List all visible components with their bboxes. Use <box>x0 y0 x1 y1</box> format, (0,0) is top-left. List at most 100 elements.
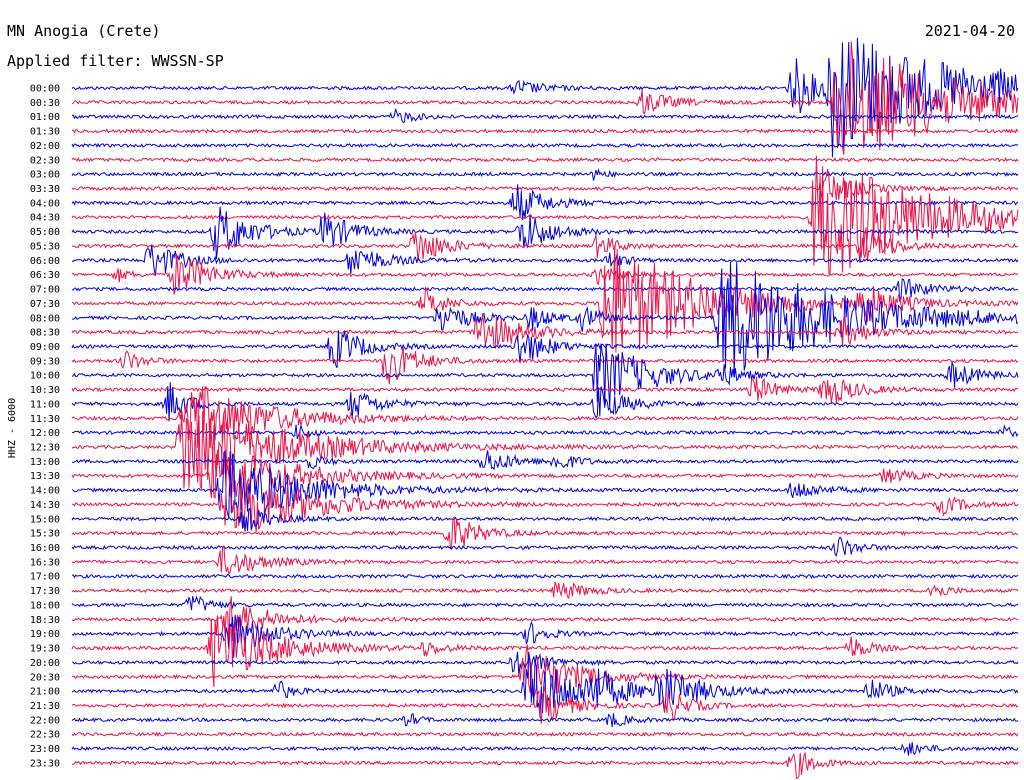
trace-row-0100 <box>71 108 1019 123</box>
row-time-label: 07:00 <box>30 285 60 296</box>
filter-subtitle: Applied filter: WWSSN-SP <box>7 52 224 70</box>
row-time-label: 10:00 <box>30 371 60 382</box>
row-time-label: 22:30 <box>30 730 60 741</box>
row-time-label: 22:00 <box>30 715 60 726</box>
trace-row-1730 <box>71 581 1019 599</box>
row-time-label: 09:00 <box>30 342 60 353</box>
trace-row-1830 <box>71 596 1019 643</box>
trace-row-1030 <box>71 376 1019 404</box>
trace-row-1500 <box>71 507 1019 532</box>
trace-row-1200 <box>71 424 1019 440</box>
trace-row-1130 <box>71 386 1019 449</box>
trace-row-1800 <box>71 595 1019 611</box>
trace-row-2330 <box>71 752 1019 780</box>
row-time-label: 08:30 <box>30 328 60 339</box>
row-time-label: 09:30 <box>30 356 60 367</box>
trace-row-0500 <box>71 206 1019 260</box>
row-time-label: 02:00 <box>30 141 60 152</box>
trace-row-1330 <box>71 440 1019 500</box>
row-time-label: 00:30 <box>30 98 60 109</box>
row-time-label: 03:00 <box>30 170 60 181</box>
trace-row-1100 <box>71 382 1019 422</box>
trace-row-1230 <box>71 411 1019 490</box>
row-time-label: 19:00 <box>30 629 60 640</box>
trace-row-0630 <box>71 253 1019 295</box>
row-time-label: 11:00 <box>30 399 60 410</box>
row-time-label: 07:30 <box>30 299 60 310</box>
trace-row-0000 <box>71 37 1019 158</box>
trace-row-0200 <box>71 142 1019 149</box>
row-time-label: 16:30 <box>30 557 60 568</box>
row-time-label: 01:30 <box>30 127 60 138</box>
trace-row-2130 <box>71 685 1019 724</box>
trace-row-1600 <box>71 536 1019 557</box>
row-time-label: 17:30 <box>30 586 60 597</box>
trace-lines <box>71 37 1019 780</box>
row-time-label: 20:00 <box>30 658 60 669</box>
trace-row-0930 <box>71 346 1019 385</box>
trace-row-0030 <box>71 41 1019 155</box>
row-time-label: 13:00 <box>30 457 60 468</box>
row-time-label: 16:00 <box>30 543 60 554</box>
trace-row-0530 <box>71 227 1019 262</box>
row-time-label: 21:00 <box>30 687 60 698</box>
row-time-label: 18:30 <box>30 615 60 626</box>
station-title: MN Anogia (Crete) <box>7 22 161 40</box>
row-time-label: 00:00 <box>30 84 60 95</box>
trace-row-0400 <box>71 184 1019 221</box>
trace-row-1630 <box>71 545 1019 575</box>
row-time-label: 04:00 <box>30 198 60 209</box>
row-time-label: 13:30 <box>30 471 60 482</box>
row-time-label: 05:00 <box>30 227 60 238</box>
trace-row-0700 <box>71 278 1019 303</box>
date-label: 2021-04-20 <box>925 22 1015 40</box>
trace-row-0230 <box>71 156 1019 163</box>
trace-row-0730 <box>71 245 1019 353</box>
trace-row-1430 <box>71 464 1019 533</box>
row-time-label: 15:00 <box>30 514 60 525</box>
trace-row-1530 <box>71 516 1019 550</box>
row-time-label: 23:30 <box>30 758 60 769</box>
row-time-label: 01:00 <box>30 112 60 123</box>
trace-row-1900 <box>71 614 1019 658</box>
row-time-label: 15:30 <box>30 529 60 540</box>
row-time-label: 12:30 <box>30 443 60 454</box>
trace-row-2230 <box>71 731 1019 738</box>
row-time-label: 04:30 <box>30 213 60 224</box>
row-time-label: 21:30 <box>30 701 60 712</box>
channel-axis-label: HHZ - 6000 <box>7 398 18 458</box>
trace-row-1400 <box>71 450 1019 518</box>
trace-row-2100 <box>71 654 1019 718</box>
trace-row-0900 <box>71 330 1019 369</box>
row-time-label: 10:30 <box>30 385 60 396</box>
trace-row-0330 <box>71 169 1019 201</box>
trace-row-1930 <box>71 615 1019 687</box>
trace-row-2000 <box>71 651 1019 677</box>
trace-row-1000 <box>71 343 1019 408</box>
row-time-label: 08:00 <box>30 313 60 324</box>
trace-row-1300 <box>71 450 1019 471</box>
trace-row-0130 <box>71 128 1019 134</box>
row-time-label: 23:00 <box>30 744 60 755</box>
row-time-label: 17:00 <box>30 572 60 583</box>
trace-row-0830 <box>71 315 1019 350</box>
trace-row-2300 <box>71 741 1019 756</box>
row-time-label: 20:30 <box>30 672 60 683</box>
row-time-label: 06:30 <box>30 270 60 281</box>
row-time-label: 14:30 <box>30 500 60 511</box>
row-time-label: 05:30 <box>30 241 60 252</box>
row-time-label: 11:30 <box>30 414 60 425</box>
row-time-label: 06:00 <box>30 256 60 267</box>
row-time-label: 12:00 <box>30 428 60 439</box>
row-time-label: 18:00 <box>30 600 60 611</box>
trace-row-1700 <box>71 573 1019 580</box>
row-time-label: 14:00 <box>30 486 60 497</box>
trace-row-0300 <box>71 168 1019 181</box>
time-tick-labels: 00:00 00:30 01:00 01:30 02:00 02:30 03:00 03:30… <box>30 84 60 770</box>
row-time-label: 19:30 <box>30 644 60 655</box>
trace-row-2200 <box>71 713 1019 727</box>
trace-row-0600 <box>71 244 1019 276</box>
row-time-label: 02:30 <box>30 155 60 166</box>
row-time-label: 03:30 <box>30 184 60 195</box>
